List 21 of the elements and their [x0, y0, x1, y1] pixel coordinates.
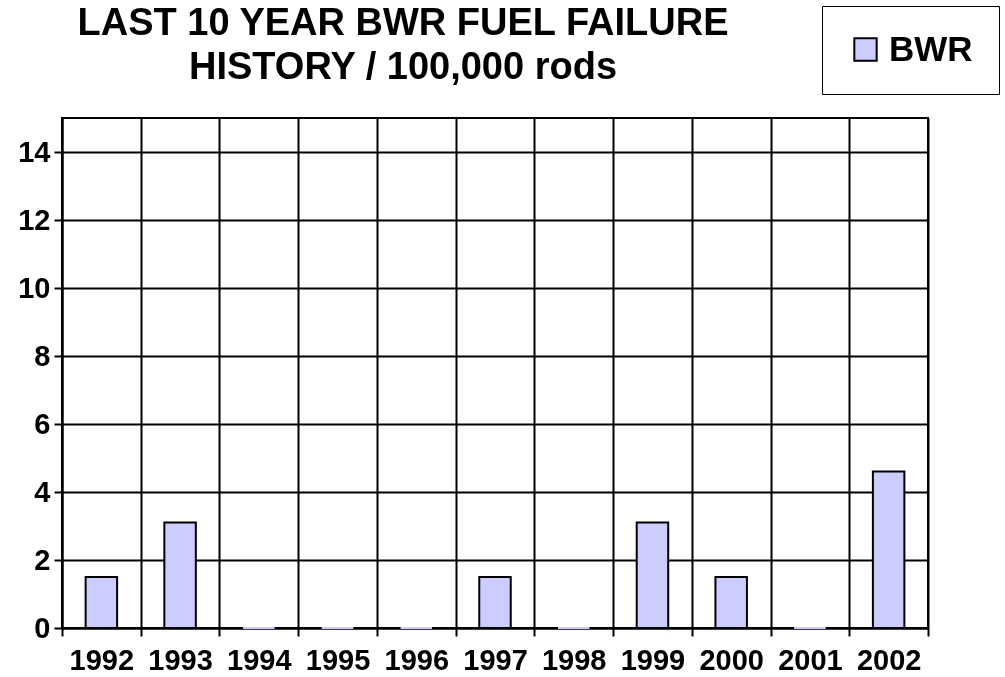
y-tick-label: 14	[18, 135, 51, 168]
x-tick-label: 1998	[541, 643, 607, 676]
x-tick-label: 1992	[69, 643, 135, 676]
x-tick-label: 1995	[305, 643, 371, 676]
y-tick-label: 12	[18, 203, 51, 236]
x-tick-label: 1999	[620, 643, 686, 676]
y-tick-label: 8	[34, 339, 51, 372]
y-tick-label: 6	[34, 407, 51, 440]
y-tick-label: 4	[34, 475, 51, 508]
y-tick-label: 0	[34, 611, 51, 644]
x-tick-label: 1993	[148, 643, 213, 676]
x-tick-label: 2000	[699, 643, 764, 676]
x-tick-label: 1997	[463, 643, 528, 676]
x-tick-label: 2002	[856, 643, 922, 676]
chart-title: LAST 10 YEAR BWR FUEL FAILURE HISTORY / 100,000 rods	[77, 1, 729, 87]
legend-label: BWR	[889, 28, 973, 68]
x-tick-label: 1994	[227, 643, 292, 676]
x-tick-label: 2001	[778, 643, 843, 676]
x-tick-label: 1996	[384, 643, 450, 676]
y-tick-label: 10	[18, 271, 51, 304]
y-tick-label: 2	[34, 543, 51, 576]
